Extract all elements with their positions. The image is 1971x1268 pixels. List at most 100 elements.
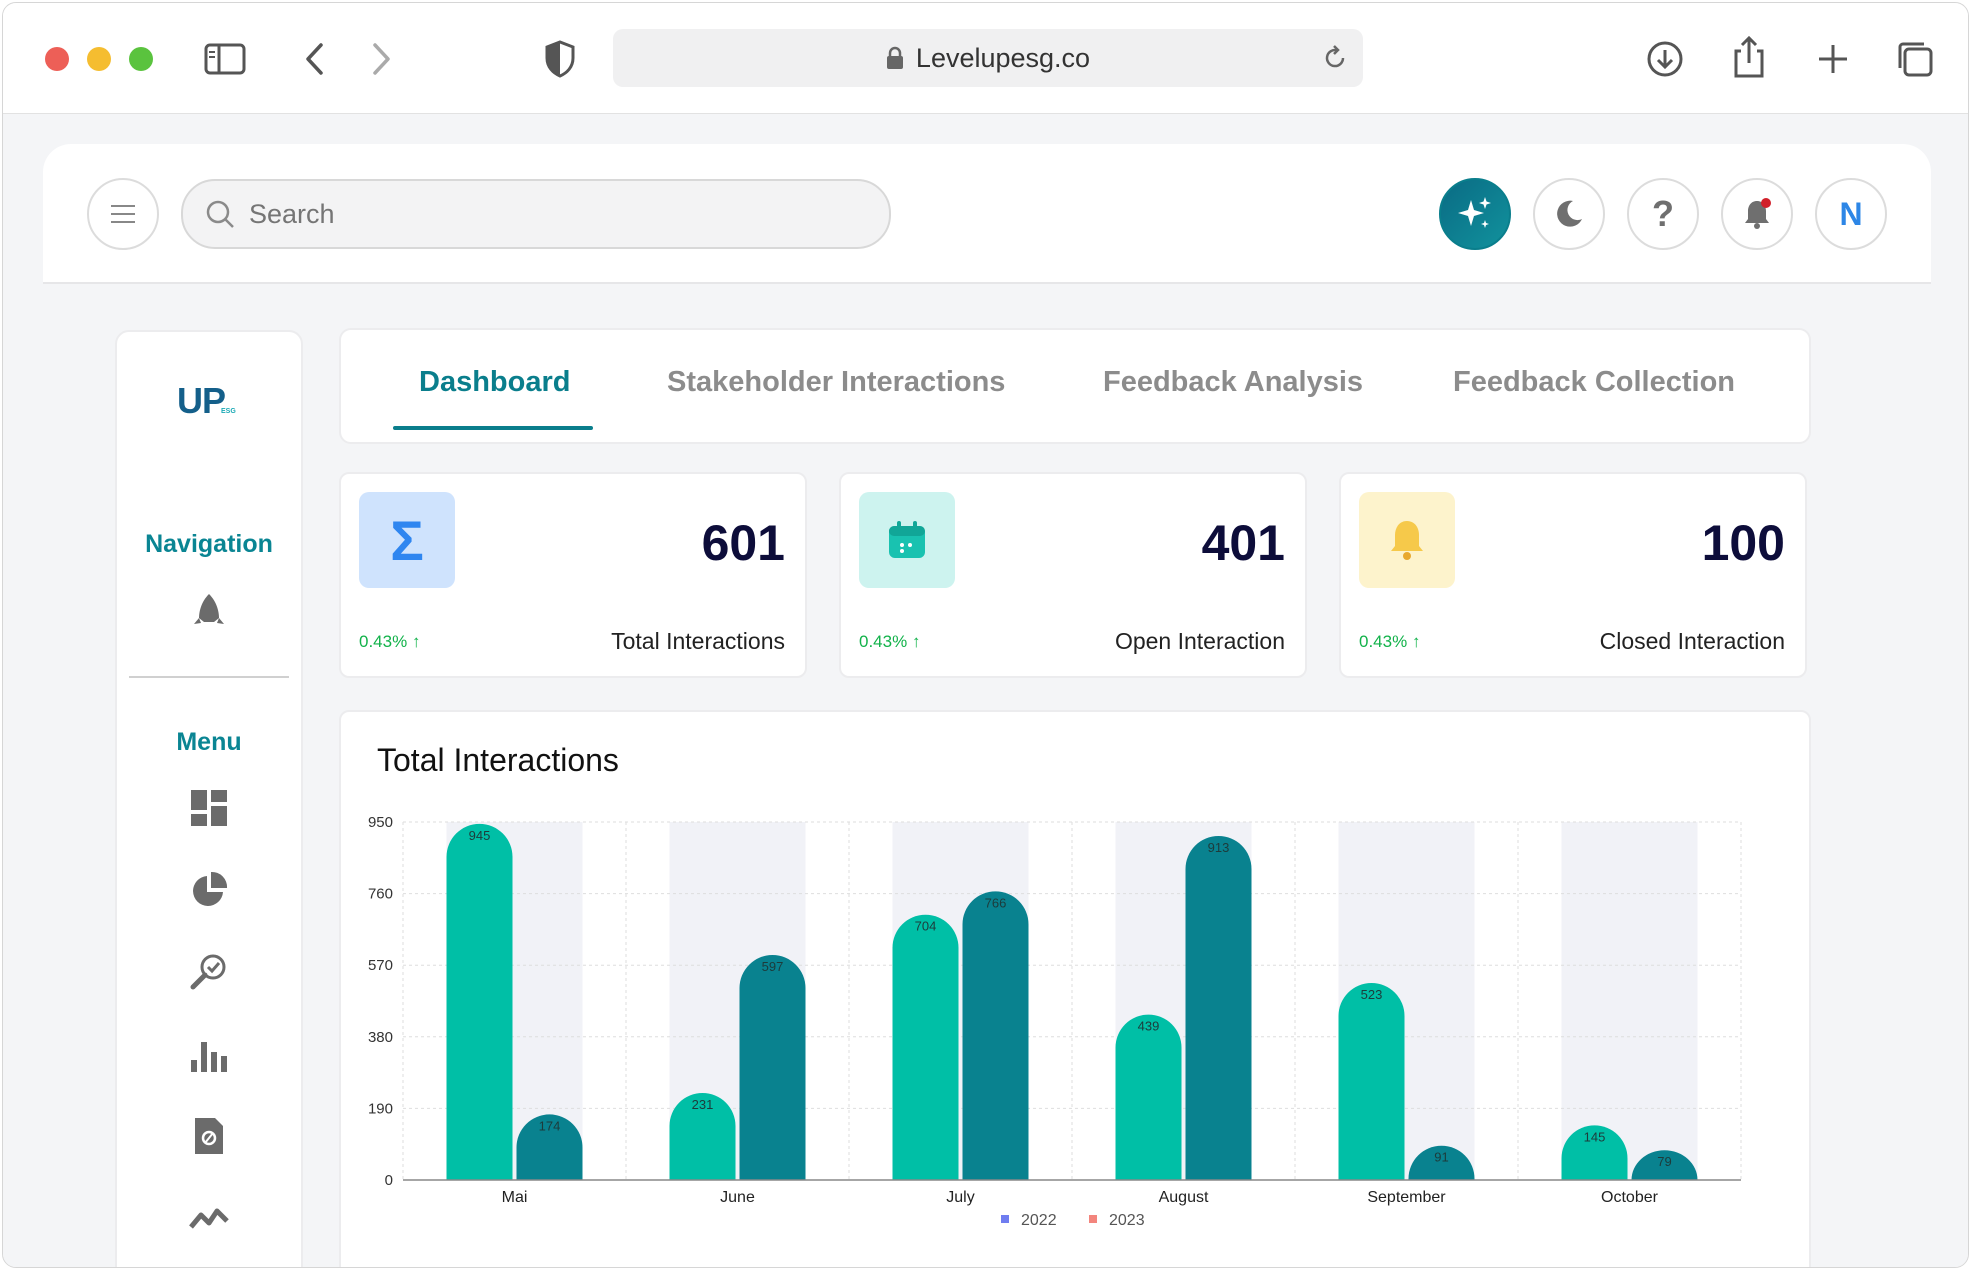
legend-marker	[1089, 1215, 1097, 1223]
dashboard-grid-icon[interactable]	[187, 786, 231, 830]
ai-assistant-button[interactable]	[1439, 178, 1511, 250]
tab-feedback-collection[interactable]: Feedback Collection	[1453, 366, 1736, 398]
stat-change: 0.43% ↑	[859, 632, 920, 652]
bar-value-label: 766	[985, 895, 1007, 910]
y-tick-label: 760	[368, 886, 393, 903]
bar-value-label: 945	[469, 828, 491, 843]
bar-value-label: 597	[762, 959, 784, 974]
stat-card-closed: 100 0.43% ↑ Closed Interaction	[1339, 472, 1807, 678]
close-window-button[interactable]	[45, 47, 69, 71]
stat-card-open: 401 0.43% ↑ Open Interaction	[839, 472, 1307, 678]
menu-toggle-button[interactable]	[87, 178, 159, 250]
bar-value-label: 91	[1434, 1150, 1448, 1165]
active-tab-indicator	[393, 426, 593, 430]
document-icon[interactable]	[187, 1114, 231, 1158]
help-button[interactable]: ?	[1627, 178, 1699, 250]
bar-2023	[516, 1114, 583, 1180]
bar-2023	[1631, 1150, 1698, 1180]
legend-label: 2022	[1021, 1212, 1057, 1229]
bell-icon	[1741, 197, 1773, 231]
trend-icon[interactable]	[187, 1196, 231, 1240]
notifications-button[interactable]	[1721, 178, 1793, 250]
url-text: Levelupesg.co	[915, 42, 1091, 73]
legend-label: 2023	[1109, 1212, 1145, 1229]
stat-label: Open Interaction	[1114, 628, 1285, 654]
browser-toolbar: Levelupesg.co	[3, 3, 1968, 114]
minimize-window-button[interactable]	[87, 47, 111, 71]
search-input[interactable]	[247, 197, 811, 231]
download-icon[interactable]	[1643, 37, 1687, 81]
sigma-icon: Σ	[359, 492, 455, 588]
moon-icon	[1553, 198, 1585, 230]
x-tick-label: August	[1159, 1189, 1209, 1206]
maximize-window-button[interactable]	[129, 47, 153, 71]
bar-2023	[739, 955, 806, 1180]
y-tick-label: 570	[368, 957, 393, 974]
user-avatar[interactable]: N	[1815, 178, 1887, 250]
pie-chart-icon[interactable]	[187, 868, 231, 912]
sidebar-toggle-icon[interactable]	[203, 37, 247, 81]
navigation-heading: Navigation	[145, 530, 273, 558]
share-icon[interactable]	[1727, 33, 1771, 81]
x-tick-label: Mai	[502, 1189, 528, 1206]
calendar-icon	[859, 492, 955, 588]
search-icon	[205, 199, 235, 229]
app-header: ? N	[43, 144, 1931, 284]
question-mark-icon: ?	[1652, 193, 1674, 234]
new-tab-plus-icon[interactable]	[1811, 37, 1855, 81]
stat-label: Total Interactions	[611, 628, 785, 654]
bar-2022	[1561, 1125, 1628, 1180]
bar-value-label: 174	[539, 1118, 561, 1133]
reload-icon[interactable]	[1321, 44, 1349, 72]
bar-value-label: 145	[1584, 1129, 1606, 1144]
bar-2022	[1115, 1014, 1182, 1180]
shield-icon[interactable]	[538, 37, 582, 81]
legend-marker	[1001, 1215, 1009, 1223]
x-tick-label: June	[720, 1189, 755, 1206]
forward-arrow-icon[interactable]	[359, 37, 403, 81]
bar-value-label: 523	[1361, 987, 1383, 1002]
y-tick-label: 190	[368, 1100, 393, 1117]
sidebar: UP ESG Navigation Menu	[115, 330, 303, 1267]
bar-value-label: 704	[915, 919, 937, 934]
bar-2022	[446, 823, 513, 1180]
back-arrow-icon[interactable]	[293, 37, 337, 81]
chart-card: Total Interactions 0 190 380 570 760 950 945 17…	[339, 710, 1811, 1267]
bell-icon	[1359, 492, 1455, 588]
tab-stakeholder-interactions[interactable]: Stakeholder Interactions	[667, 366, 1006, 398]
bar-value-label: 231	[692, 1097, 714, 1112]
stat-card-total: Σ 601 0.43% ↑ Total Interactions	[339, 472, 807, 678]
bar-chart-icon[interactable]	[187, 1032, 231, 1076]
dark-mode-toggle-button[interactable]	[1533, 178, 1605, 250]
stat-value: 401	[1201, 515, 1285, 571]
logo-subtext: ESG	[221, 408, 236, 415]
logo-text: UP	[177, 380, 226, 421]
stat-change: 0.43% ↑	[1359, 632, 1420, 652]
lock-icon	[886, 46, 904, 70]
chart-title: Total Interactions	[377, 742, 619, 778]
stat-label: Closed Interaction	[1599, 628, 1785, 654]
tab-dashboard[interactable]: Dashboard	[419, 366, 571, 398]
x-tick-label: October	[1601, 1189, 1659, 1206]
menu-heading: Menu	[176, 728, 242, 756]
rocket-icon[interactable]	[187, 588, 231, 632]
tab-overview-icon[interactable]	[1893, 37, 1937, 81]
bar-2023	[1185, 835, 1252, 1180]
search-box[interactable]	[181, 179, 891, 249]
arrow-up-icon: ↑	[1411, 632, 1421, 651]
arrow-up-icon: ↑	[411, 632, 421, 651]
brand-logo[interactable]: UP ESG	[177, 380, 247, 421]
change-text: 0.43%	[359, 632, 408, 651]
address-bar[interactable]: Levelupesg.co	[613, 29, 1363, 87]
change-text: 0.43%	[1359, 632, 1408, 651]
y-tick-label: 380	[368, 1029, 393, 1046]
bar-value-label: 913	[1208, 840, 1230, 855]
sidebar-divider	[129, 676, 289, 678]
bar-value-label: 439	[1138, 1019, 1160, 1034]
tab-feedback-analysis[interactable]: Feedback Analysis	[1103, 366, 1364, 398]
search-check-icon[interactable]	[187, 950, 231, 994]
bar-2023	[1408, 1145, 1475, 1180]
stat-value: 601	[701, 515, 785, 571]
bar-2022	[1338, 982, 1405, 1180]
change-text: 0.43%	[859, 632, 908, 651]
